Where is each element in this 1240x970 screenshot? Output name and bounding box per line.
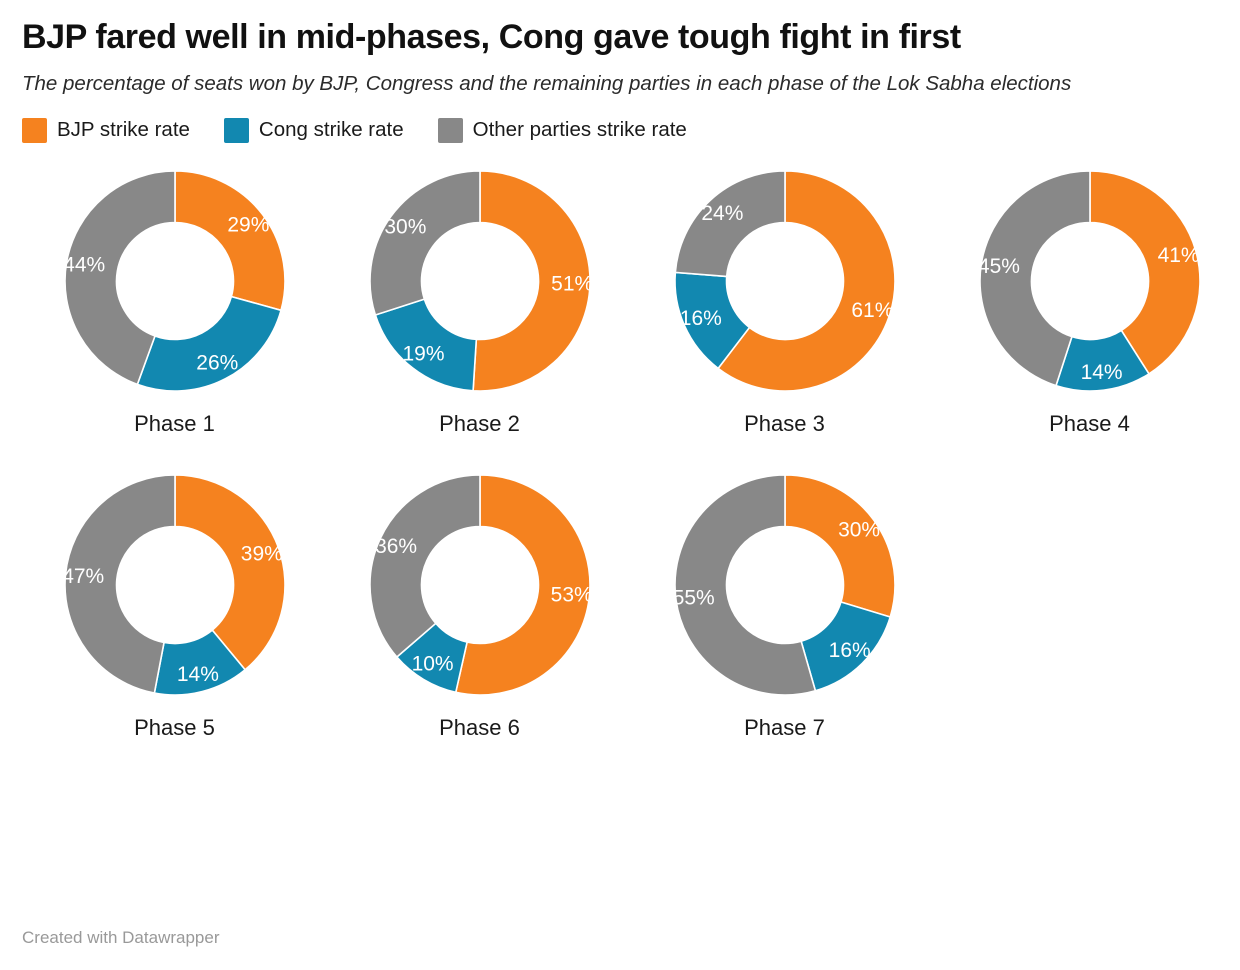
slice-value-label: 51% bbox=[551, 272, 593, 295]
page-title: BJP fared well in mid-phases, Cong gave … bbox=[22, 18, 961, 56]
donut-svg: 41% 14% 45% bbox=[977, 170, 1201, 392]
donut-slice[interactable] bbox=[471, 170, 591, 392]
legend-item-label: Other parties strike rate bbox=[472, 118, 687, 142]
donut-charts-grid: 29% 26% 44% Phase 1 51% 19% 30% Phase 2 61% 16% 24… bbox=[22, 169, 1218, 741]
donut-graphic: 51% 19% 30% bbox=[368, 169, 593, 393]
donut-chart-phase-4: 41% 14% 45% Phase 4 bbox=[937, 169, 1240, 437]
phase-label: Phase 1 bbox=[134, 410, 215, 436]
donut-slice[interactable] bbox=[63, 170, 176, 386]
slice-value-label: 16% bbox=[828, 639, 870, 662]
legend-swatch-icon bbox=[22, 117, 47, 143]
slice-value-label: 24% bbox=[701, 202, 743, 225]
chart-legend: BJP strike rate Cong strike rate Other par… bbox=[22, 117, 1218, 143]
donut-graphic: 30% 16% 55% bbox=[672, 473, 897, 697]
slice-value-label: 45% bbox=[977, 255, 1019, 278]
slice-value-label: 39% bbox=[240, 542, 282, 565]
donut-slice[interactable] bbox=[716, 170, 896, 392]
donut-chart-phase-6: 53% 10% 36% Phase 6 bbox=[327, 473, 632, 741]
slice-value-label: 26% bbox=[196, 351, 238, 374]
slice-value-label: 61% bbox=[851, 299, 893, 322]
legend-item[interactable]: Other parties strike rate bbox=[437, 117, 687, 143]
slice-value-label: 16% bbox=[679, 307, 721, 330]
donut-svg: 53% 10% 36% bbox=[368, 474, 592, 696]
legend-swatch-icon bbox=[437, 117, 463, 143]
donut-slice[interactable] bbox=[373, 298, 477, 392]
donut-chart-phase-1: 29% 26% 44% Phase 1 bbox=[22, 169, 327, 437]
donut-svg: 30% 16% 55% bbox=[672, 474, 896, 696]
slice-value-label: 30% bbox=[384, 215, 426, 238]
phase-label: Phase 2 bbox=[439, 410, 520, 436]
slice-value-label: 55% bbox=[672, 586, 714, 609]
donut-slice[interactable] bbox=[673, 474, 816, 696]
donut-slice[interactable] bbox=[63, 474, 176, 694]
donut-chart-phase-2: 51% 19% 30% Phase 2 bbox=[327, 169, 632, 437]
donut-chart-phase-5: 39% 14% 47% Phase 5 bbox=[22, 473, 327, 741]
row-spacer bbox=[22, 437, 1218, 473]
phase-label: Phase 5 bbox=[134, 714, 215, 740]
donut-slice[interactable] bbox=[173, 170, 286, 312]
legend-item[interactable]: BJP strike rate bbox=[22, 117, 190, 143]
slice-value-label: 30% bbox=[838, 519, 880, 542]
donut-slice[interactable] bbox=[1088, 170, 1201, 375]
slice-value-label: 44% bbox=[63, 253, 105, 276]
legend-swatch-icon bbox=[223, 117, 249, 143]
donut-chart-phase-7: 30% 16% 55% Phase 7 bbox=[632, 473, 937, 741]
phase-label: Phase 3 bbox=[744, 410, 825, 436]
donut-svg: 51% 19% 30% bbox=[368, 170, 593, 392]
chart-row-1: 29% 26% 44% Phase 1 51% 19% 30% Phase 2 61% 16% 24… bbox=[22, 169, 1218, 437]
footer-credit: Created with Datawrapper bbox=[22, 928, 220, 947]
slice-value-label: 29% bbox=[227, 214, 269, 237]
donut-slice[interactable] bbox=[368, 474, 481, 659]
slice-value-label: 19% bbox=[402, 342, 444, 365]
slice-value-label: 53% bbox=[550, 584, 592, 607]
donut-graphic: 29% 26% 44% bbox=[63, 169, 287, 393]
donut-slice[interactable] bbox=[135, 295, 282, 392]
donut-svg: 61% 16% 24% bbox=[673, 170, 896, 392]
slice-value-label: 10% bbox=[411, 653, 453, 676]
donut-svg: 39% 14% 47% bbox=[62, 474, 286, 696]
donut-slice[interactable] bbox=[368, 170, 481, 316]
phase-label: Phase 7 bbox=[744, 714, 825, 740]
slice-value-label: 36% bbox=[375, 535, 417, 558]
legend-item-label: Cong strike rate bbox=[258, 118, 404, 142]
donut-svg: 29% 26% 44% bbox=[63, 170, 286, 392]
donut-graphic: 61% 16% 24% bbox=[673, 169, 897, 393]
donut-graphic: 41% 14% 45% bbox=[977, 169, 1202, 393]
legend-item-label: BJP strike rate bbox=[57, 118, 190, 142]
slice-value-label: 47% bbox=[62, 565, 104, 588]
donut-graphic: 39% 14% 47% bbox=[62, 473, 287, 697]
page-subtitle: The percentage of seats won by BJP, Cong… bbox=[22, 72, 1072, 96]
slice-value-label: 14% bbox=[176, 663, 218, 686]
donut-slice[interactable] bbox=[673, 170, 786, 278]
donut-slice[interactable] bbox=[173, 474, 286, 671]
donut-slice[interactable] bbox=[454, 474, 591, 696]
slice-value-label: 14% bbox=[1080, 361, 1122, 384]
chart-row-2: 39% 14% 47% Phase 5 53% 10% 36% Phase 6 30% 16% 55… bbox=[22, 473, 1218, 741]
donut-slice[interactable] bbox=[978, 170, 1091, 387]
legend-item[interactable]: Cong strike rate bbox=[223, 117, 404, 143]
slice-value-label: 41% bbox=[1157, 244, 1199, 267]
donut-chart-phase-3: 61% 16% 24% Phase 3 bbox=[632, 169, 937, 437]
phase-label: Phase 6 bbox=[439, 714, 520, 740]
donut-graphic: 53% 10% 36% bbox=[368, 473, 592, 697]
phase-label: Phase 4 bbox=[1049, 410, 1130, 436]
donut-slice[interactable] bbox=[783, 474, 896, 618]
